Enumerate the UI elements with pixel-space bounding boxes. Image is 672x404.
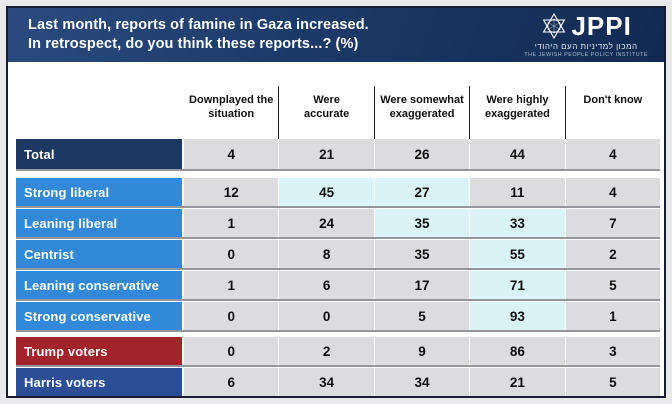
column-header-row: Downplayed the situation Were accurate Wer… <box>16 86 660 139</box>
row-label-strong-conservative: Strong conservative <box>16 302 184 330</box>
table-row: Leaning liberal 1 24 35 33 7 <box>16 209 661 237</box>
value-cell-highlighted: 27 <box>374 178 471 206</box>
value-cell: 21 <box>279 139 375 169</box>
value-cell: 35 <box>374 240 471 268</box>
value-cell: 7 <box>565 209 661 237</box>
value-cell: 0 <box>184 302 280 330</box>
value-cell: 6 <box>279 271 375 299</box>
value-cell: 17 <box>374 271 471 299</box>
value-cell: 2 <box>565 240 661 268</box>
results-table: Downplayed the situation Were accurate Wer… <box>8 86 664 396</box>
results-table-body: Total 4 21 26 44 4 Strong liberal 12 45 27 11 4 Lean… <box>16 139 661 396</box>
value-cell: 34 <box>374 368 471 396</box>
value-cell-highlighted: 45 <box>279 178 375 206</box>
value-cell: 9 <box>374 337 471 365</box>
title-line-1: Last month, reports of famine in Gaza in… <box>28 16 369 33</box>
value-cell: 26 <box>374 139 471 169</box>
value-cell: 21 <box>470 368 566 396</box>
value-cell: 2 <box>279 337 375 365</box>
logo-acronym: JPPI <box>571 11 632 41</box>
column-header: Were somewhat exaggerated <box>373 86 469 139</box>
table-row: Strong liberal 12 45 27 11 4 <box>16 178 661 206</box>
column-header: Were accurate <box>278 86 373 139</box>
header-banner: Last month, reports of famine in Gaza in… <box>8 8 664 62</box>
table-row: Total 4 21 26 44 4 <box>16 139 661 169</box>
value-cell-highlighted: 71 <box>470 271 566 299</box>
value-cell-highlighted: 33 <box>470 209 566 237</box>
header-spacer <box>16 86 184 139</box>
table-row: Strong conservative 0 0 5 93 1 <box>16 302 661 330</box>
value-cell: 0 <box>279 302 375 330</box>
value-cell: 0 <box>184 240 280 268</box>
value-cell: 24 <box>279 209 375 237</box>
table-row: Trump voters 0 2 9 86 3 <box>16 337 661 365</box>
slide-frame: Last month, reports of famine in Gaza in… <box>6 6 666 398</box>
table-row: Leaning conservative 1 6 17 71 5 <box>16 271 661 299</box>
value-cell: 1 <box>184 209 280 237</box>
value-cell: 5 <box>374 302 471 330</box>
page-title: Last month, reports of famine in Gaza in… <box>28 16 369 55</box>
value-cell: 0 <box>184 337 280 365</box>
table-row: Harris voters 6 34 34 21 5 <box>16 368 661 396</box>
value-cell: 11 <box>470 178 566 206</box>
value-cell: 4 <box>565 178 661 206</box>
value-cell: 1 <box>184 271 280 299</box>
value-cell: 5 <box>565 368 661 396</box>
value-cell: 4 <box>184 139 280 169</box>
value-cell: 12 <box>184 178 280 206</box>
value-cell-highlighted: 93 <box>470 302 566 330</box>
star-of-david-icon <box>540 12 568 40</box>
column-header: Were highly exaggerated <box>469 86 564 139</box>
row-label-centrist: Centrist <box>16 240 184 268</box>
value-cell: 4 <box>565 139 661 169</box>
value-cell: 44 <box>470 139 566 169</box>
value-cell: 1 <box>565 302 661 330</box>
row-label-leaning-liberal: Leaning liberal <box>16 209 184 237</box>
row-label-trump-voters: Trump voters <box>16 337 184 365</box>
value-cell-highlighted: 55 <box>470 240 566 268</box>
value-cell: 3 <box>565 337 661 365</box>
row-label-strong-liberal: Strong liberal <box>16 178 184 206</box>
value-cell-highlighted: 35 <box>374 209 471 237</box>
value-cell: 8 <box>279 240 375 268</box>
jppi-logo: JPPI המכון למדיניות העם היהודי THE JEWIS… <box>524 12 648 58</box>
row-label-leaning-conservative: Leaning conservative <box>16 271 184 299</box>
row-label-total: Total <box>16 139 184 169</box>
logo-hebrew-name: המכון למדיניות העם היהודי <box>534 42 638 51</box>
row-label-harris-voters: Harris voters <box>16 368 184 396</box>
value-cell: 5 <box>565 271 661 299</box>
value-cell: 34 <box>279 368 375 396</box>
title-line-2: In retrospect, do you think these report… <box>28 36 359 52</box>
table-row: Centrist 0 8 35 55 2 <box>16 240 661 268</box>
logo-english-name: THE JEWISH PEOPLE POLICY INSTITUTE <box>524 52 648 58</box>
column-header: Don't know <box>564 86 660 139</box>
value-cell: 86 <box>470 337 566 365</box>
column-header: Downplayed the situation <box>189 94 274 121</box>
value-cell: 6 <box>184 368 280 396</box>
